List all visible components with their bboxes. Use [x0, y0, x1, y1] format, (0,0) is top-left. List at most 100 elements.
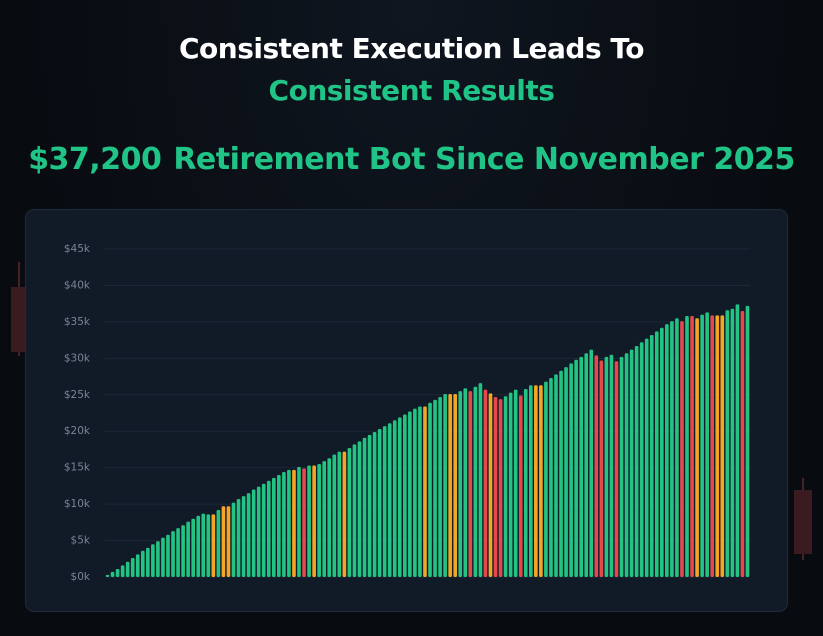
bar — [639, 342, 644, 577]
bar — [256, 486, 261, 577]
bar — [120, 565, 125, 577]
bar — [528, 385, 533, 577]
bar — [322, 461, 327, 577]
bar — [287, 469, 291, 577]
decor-candle — [794, 490, 812, 554]
bar — [564, 367, 568, 577]
bar — [725, 310, 730, 577]
bar — [161, 537, 165, 577]
bar — [493, 396, 498, 577]
chart: $0k $5k $10k $15k $20k $25k $30k $35k $40k $45k — [64, 243, 750, 583]
bar — [458, 391, 463, 577]
bar — [246, 493, 251, 577]
bar — [453, 394, 458, 577]
bar — [302, 468, 306, 577]
bar — [488, 393, 493, 577]
bar — [216, 509, 221, 577]
bar — [428, 402, 432, 577]
bar — [357, 441, 362, 577]
bar — [644, 338, 649, 577]
bar — [327, 458, 332, 577]
bar — [523, 388, 528, 577]
bar — [347, 447, 352, 577]
bar — [539, 385, 543, 577]
bar — [191, 518, 195, 577]
bar — [665, 324, 669, 577]
bar — [715, 315, 720, 577]
bar — [362, 437, 367, 577]
bar — [584, 353, 589, 577]
y-tick-label: $10k — [64, 498, 91, 510]
y-tick-label: $40k — [64, 279, 91, 291]
bar — [569, 363, 573, 577]
y-tick-label: $5k — [71, 535, 91, 547]
bar — [579, 356, 584, 577]
y-tick-label: $0k — [71, 571, 91, 583]
bar — [312, 465, 316, 577]
bar — [226, 506, 231, 577]
bar — [377, 429, 382, 577]
bar — [292, 469, 296, 577]
bar — [277, 474, 281, 577]
bar — [352, 444, 357, 577]
bar — [700, 314, 704, 577]
title-highlight: Consistent Results — [268, 74, 555, 107]
bar — [367, 434, 372, 577]
bar — [473, 386, 478, 577]
bar — [423, 406, 427, 577]
bar — [282, 472, 286, 577]
bar — [337, 451, 342, 577]
bar — [443, 394, 447, 577]
y-tick-label: $45k — [64, 243, 91, 255]
bar — [695, 318, 699, 577]
bar — [513, 389, 518, 577]
bar — [342, 451, 347, 577]
bar — [166, 534, 170, 577]
bar — [705, 312, 709, 577]
title: Consistent Execution Leads To — [179, 32, 645, 65]
bar — [660, 327, 664, 577]
bar — [508, 392, 513, 577]
bar — [418, 406, 422, 577]
bar — [478, 383, 483, 577]
bar — [332, 454, 337, 577]
bar — [261, 483, 266, 577]
bar — [438, 396, 442, 577]
bar — [624, 353, 629, 577]
bar — [670, 321, 674, 577]
y-tick-label: $20k — [64, 425, 91, 437]
bar — [604, 356, 609, 577]
y-tick-label: $35k — [64, 316, 91, 328]
bar — [589, 349, 594, 577]
bar — [186, 521, 190, 577]
bar — [483, 389, 488, 577]
bar — [115, 568, 120, 577]
bar — [690, 316, 694, 577]
bar — [125, 561, 130, 577]
bar — [745, 305, 750, 577]
bar — [297, 466, 301, 577]
bar — [544, 381, 548, 577]
bar — [130, 558, 135, 577]
bar — [251, 489, 256, 577]
bar — [206, 514, 211, 577]
bar — [463, 388, 468, 577]
bar — [387, 423, 392, 577]
bar — [574, 359, 578, 577]
bar — [649, 335, 654, 577]
bar — [498, 399, 503, 577]
bar — [614, 361, 619, 577]
y-tick-label: $25k — [64, 389, 91, 401]
bar — [448, 394, 452, 577]
bar — [392, 420, 397, 577]
bar — [146, 547, 150, 577]
bar — [110, 571, 115, 577]
bar — [680, 321, 684, 577]
bar — [408, 411, 412, 577]
bar — [468, 391, 473, 577]
bar — [740, 310, 745, 577]
bar — [503, 396, 508, 577]
bar — [730, 308, 735, 577]
